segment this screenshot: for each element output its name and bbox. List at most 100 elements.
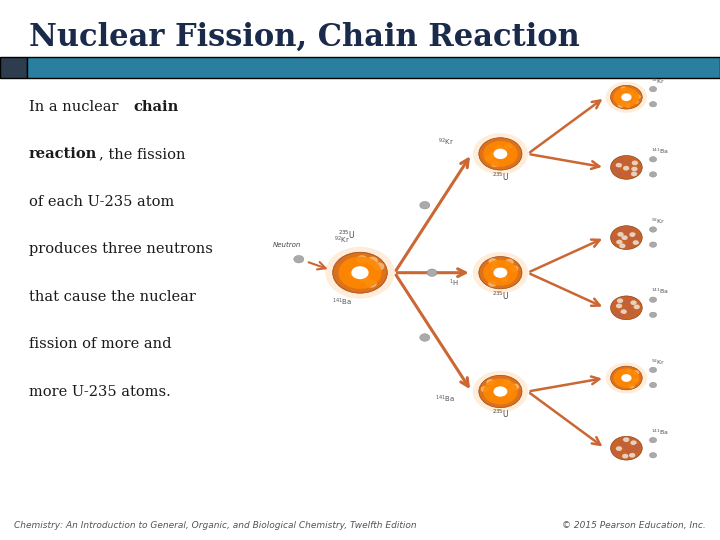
Circle shape (490, 265, 499, 271)
Circle shape (473, 133, 528, 174)
Circle shape (333, 252, 387, 293)
Circle shape (480, 138, 521, 170)
Circle shape (617, 299, 624, 303)
Circle shape (351, 266, 369, 279)
Circle shape (473, 371, 528, 412)
Circle shape (613, 372, 619, 376)
Circle shape (622, 91, 629, 96)
Circle shape (611, 85, 642, 109)
Text: $^{235}$U: $^{235}$U (338, 228, 356, 241)
Circle shape (483, 379, 518, 404)
Circle shape (502, 265, 510, 272)
Circle shape (367, 256, 378, 265)
Circle shape (334, 253, 386, 292)
Circle shape (493, 267, 508, 278)
Circle shape (619, 244, 626, 248)
Circle shape (613, 87, 639, 107)
Circle shape (629, 232, 636, 237)
Circle shape (351, 262, 362, 271)
Circle shape (374, 262, 384, 271)
Circle shape (629, 453, 635, 458)
Text: In a nuclear: In a nuclear (29, 100, 123, 114)
Text: $^{141}$Ba: $^{141}$Ba (435, 394, 455, 405)
Circle shape (613, 167, 620, 172)
Circle shape (633, 240, 639, 245)
Circle shape (616, 380, 622, 384)
Circle shape (495, 269, 504, 276)
Circle shape (343, 278, 354, 286)
Circle shape (483, 141, 518, 167)
Circle shape (495, 145, 503, 151)
Circle shape (479, 138, 522, 170)
Circle shape (486, 379, 495, 386)
Circle shape (490, 392, 499, 399)
Text: $^{92}$Kr: $^{92}$Kr (334, 234, 350, 246)
Circle shape (622, 454, 629, 458)
Circle shape (348, 270, 360, 278)
Circle shape (634, 234, 641, 239)
Circle shape (498, 259, 506, 266)
Circle shape (488, 280, 497, 287)
Circle shape (616, 446, 622, 451)
Circle shape (649, 297, 657, 302)
Circle shape (629, 310, 635, 315)
Circle shape (631, 172, 637, 177)
Circle shape (480, 376, 521, 407)
Circle shape (369, 272, 380, 280)
Circle shape (624, 444, 630, 449)
Circle shape (496, 376, 505, 383)
Circle shape (483, 260, 518, 286)
Circle shape (623, 166, 629, 171)
Circle shape (294, 255, 304, 263)
Circle shape (353, 282, 364, 290)
Circle shape (505, 388, 514, 395)
Text: reaction: reaction (29, 147, 97, 161)
Circle shape (649, 453, 657, 458)
Circle shape (334, 269, 346, 278)
Text: , the fission: , the fission (99, 147, 185, 161)
Circle shape (649, 102, 657, 107)
Circle shape (482, 269, 490, 275)
Circle shape (633, 99, 639, 104)
Circle shape (503, 380, 511, 386)
Circle shape (513, 390, 521, 397)
Circle shape (491, 160, 500, 167)
Text: $^{235}$U: $^{235}$U (492, 289, 509, 302)
Circle shape (338, 259, 349, 267)
Text: of each U-235 atom: of each U-235 atom (29, 195, 174, 209)
Circle shape (484, 275, 492, 281)
Text: Nuclear Fission, Chain Reaction: Nuclear Fission, Chain Reaction (29, 22, 580, 52)
Text: Chemistry: An Introduction to General, Organic, and Biological Chemistry, Twelft: Chemistry: An Introduction to General, O… (14, 521, 417, 530)
Text: more U-235 atoms.: more U-235 atoms. (29, 385, 171, 399)
Circle shape (490, 139, 499, 146)
Circle shape (325, 247, 395, 299)
Text: $^{92}$Kr: $^{92}$Kr (651, 217, 665, 226)
Circle shape (496, 281, 505, 288)
Circle shape (503, 161, 512, 167)
Circle shape (616, 98, 622, 103)
Circle shape (619, 373, 626, 377)
Circle shape (625, 103, 631, 107)
Text: $^{235}$U: $^{235}$U (492, 408, 509, 421)
Circle shape (631, 300, 636, 305)
Circle shape (634, 305, 640, 309)
Circle shape (611, 296, 642, 320)
Circle shape (482, 145, 490, 152)
Circle shape (625, 171, 631, 176)
Circle shape (626, 369, 632, 373)
Text: $^{235}$U: $^{235}$U (492, 171, 509, 183)
Circle shape (491, 151, 500, 158)
Circle shape (623, 437, 629, 442)
Circle shape (627, 227, 634, 232)
Circle shape (364, 265, 374, 273)
Circle shape (508, 395, 516, 401)
Text: $^{92}$Kr: $^{92}$Kr (651, 77, 665, 86)
Circle shape (613, 310, 619, 315)
Circle shape (492, 275, 500, 282)
Circle shape (622, 382, 629, 387)
Circle shape (615, 89, 621, 93)
Circle shape (649, 312, 657, 318)
Circle shape (624, 95, 631, 100)
Circle shape (624, 300, 630, 305)
Circle shape (631, 160, 638, 165)
